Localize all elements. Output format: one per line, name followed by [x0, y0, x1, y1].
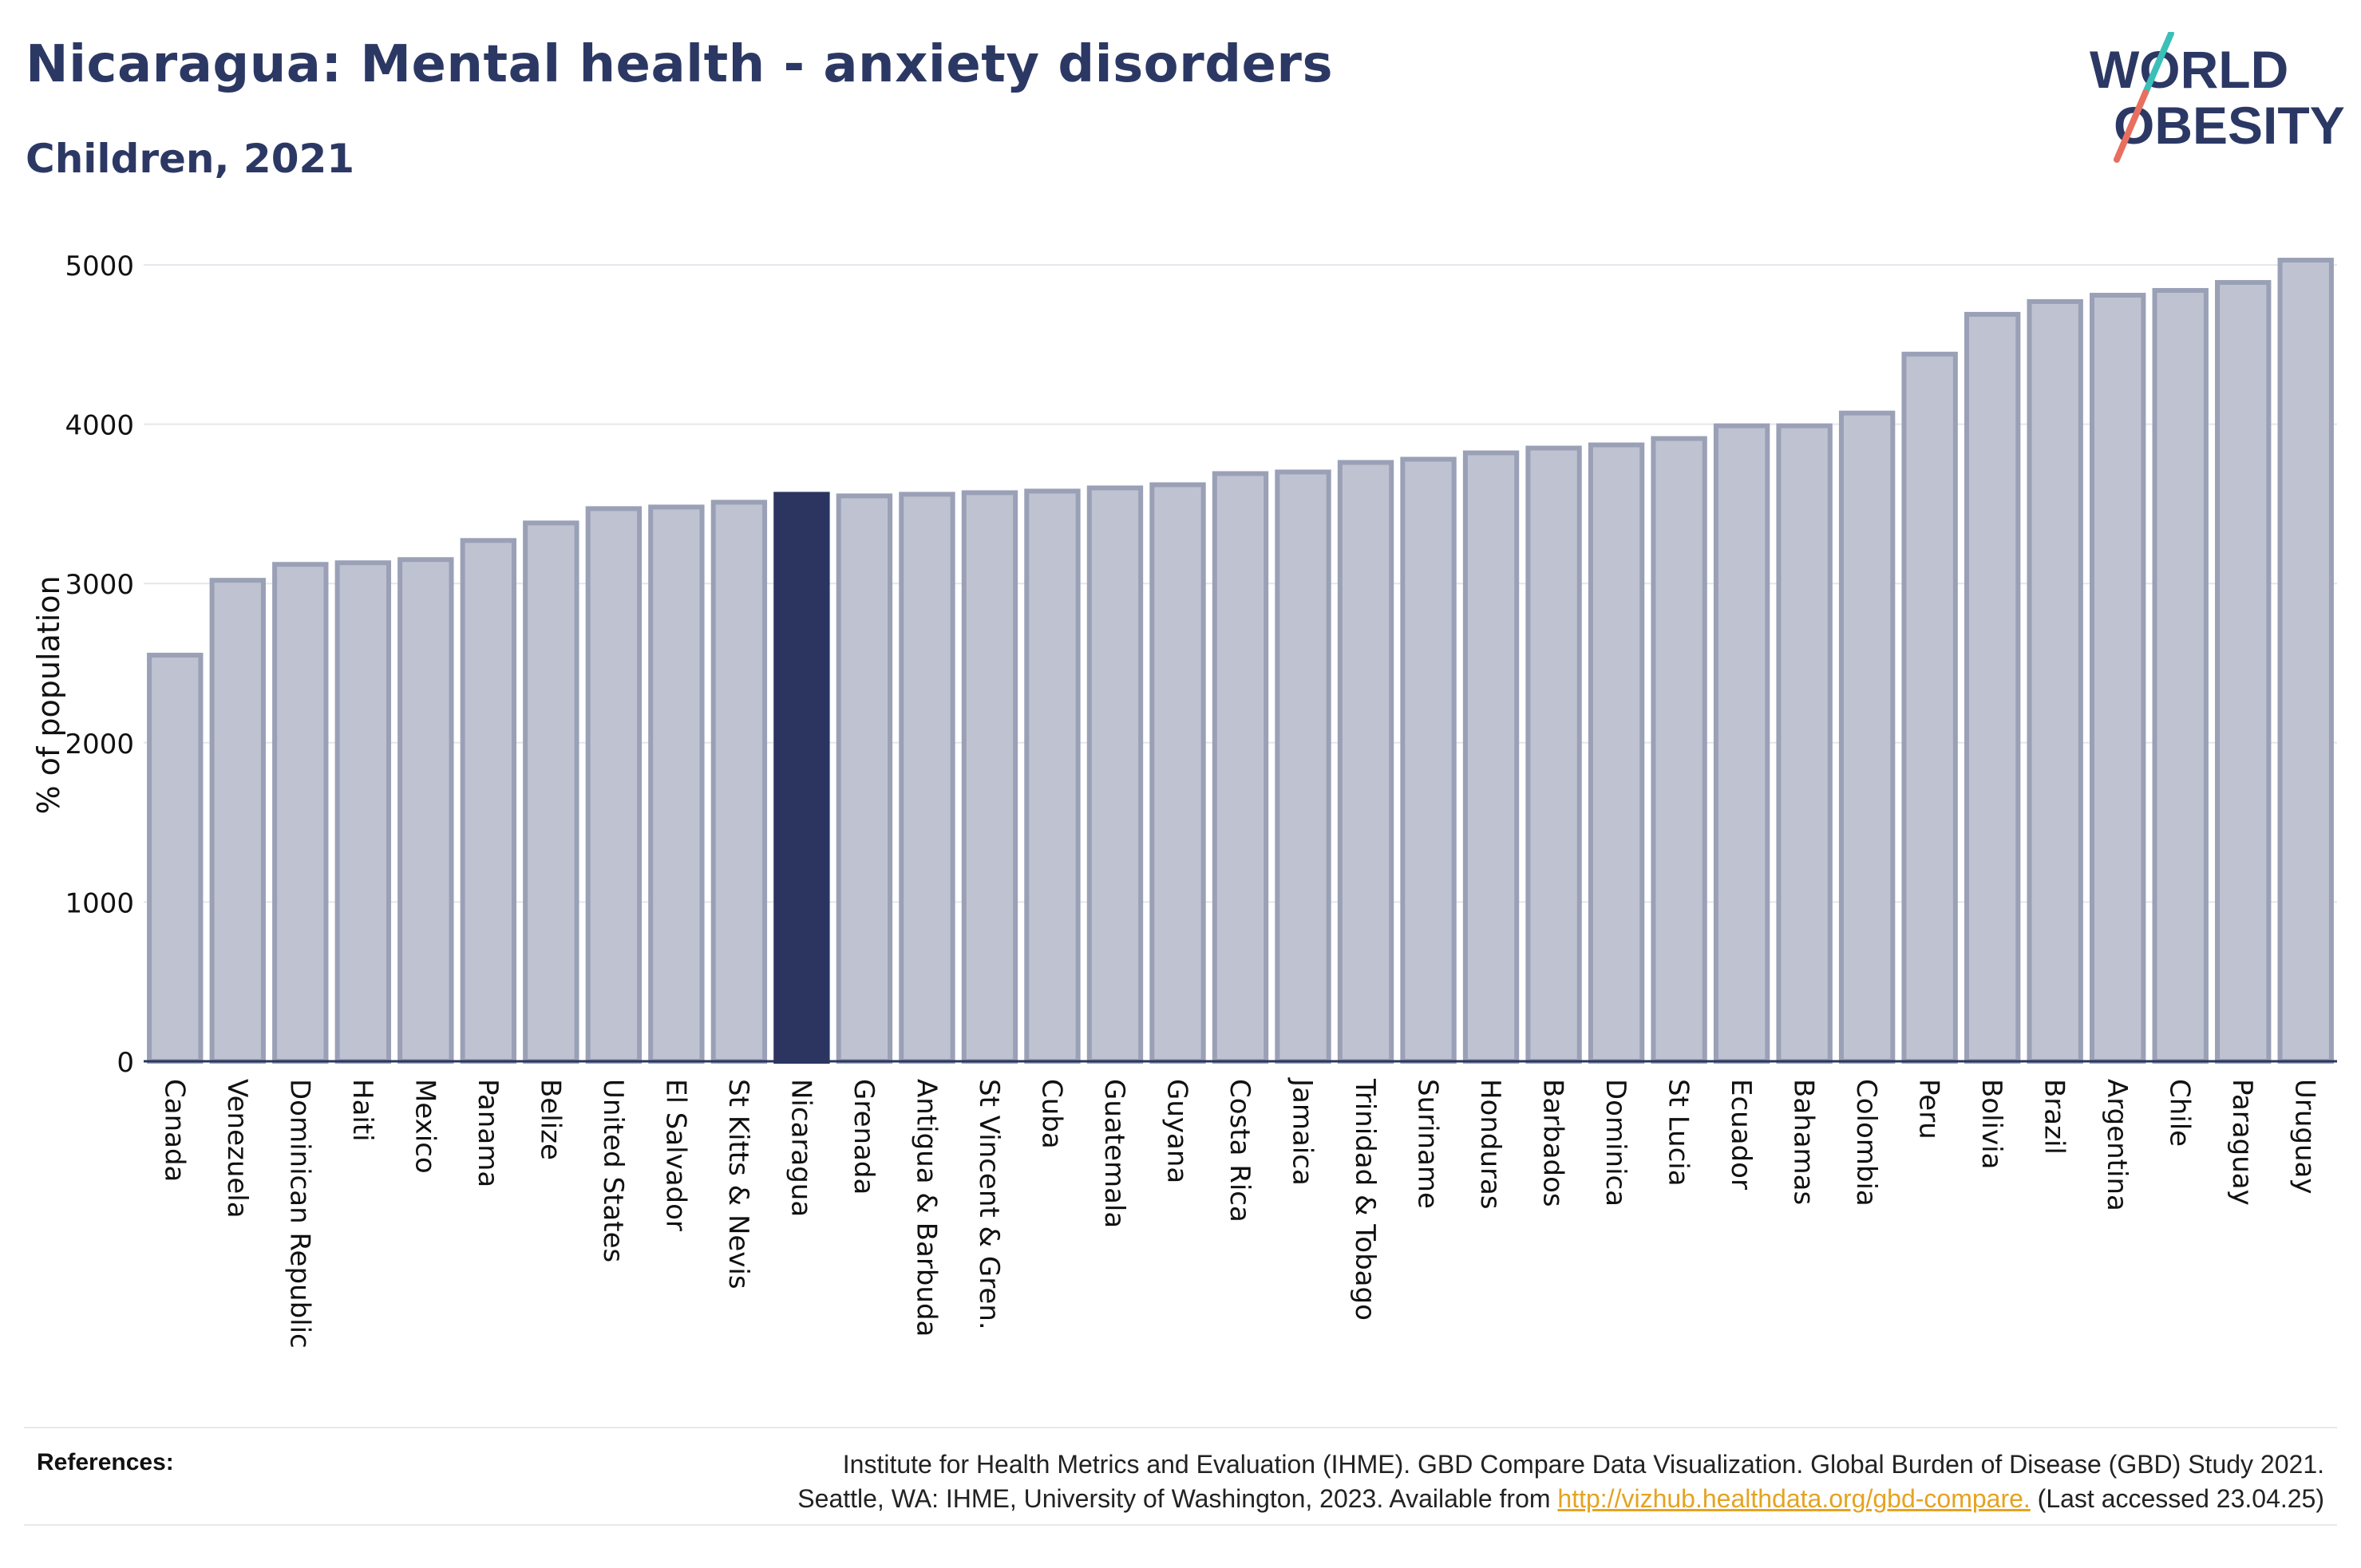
x-tick-label: Dominican Republic	[283, 1079, 315, 1349]
x-tick-label: Bolivia	[1975, 1079, 2007, 1169]
x-tick-label: Barbados	[1537, 1079, 1569, 1207]
bar	[1400, 456, 1457, 1064]
bar	[836, 493, 893, 1064]
y-tick-label: 4000	[65, 410, 134, 442]
bar	[1275, 469, 1331, 1064]
x-tick-label: Jamaica	[1287, 1077, 1319, 1186]
world-obesity-logo: WORLD OBESITY	[2090, 32, 2345, 163]
bar	[1838, 410, 1896, 1064]
y-tick-label: 5000	[65, 251, 134, 282]
x-tick-label: Haiti	[346, 1079, 378, 1142]
bar	[2152, 287, 2209, 1064]
bars	[147, 258, 2334, 1064]
x-tick-label: Brazil	[2039, 1079, 2070, 1155]
logo-line2: OBESITY	[2114, 96, 2345, 155]
references-line2-prefix: Seattle, WA: IHME, University of Washing…	[797, 1484, 1558, 1514]
bar	[648, 504, 705, 1064]
logo-coral-slash	[2114, 89, 2149, 163]
bar	[2027, 298, 2083, 1064]
x-tick-label: Chile	[2164, 1079, 2196, 1147]
x-tick-label: St Kitts & Nevis	[722, 1079, 754, 1290]
bar-highlighted	[773, 492, 830, 1064]
bar	[460, 538, 517, 1064]
x-tick-label: Paraguay	[2226, 1079, 2258, 1206]
bar	[585, 506, 643, 1064]
bar	[2090, 292, 2146, 1064]
x-tick-label: Belize	[534, 1079, 566, 1160]
bar	[1212, 471, 1269, 1064]
x-tick-label: Peru	[1913, 1079, 1945, 1139]
bar	[334, 560, 391, 1064]
bar	[1588, 442, 1645, 1064]
x-tick-label: Mexico	[409, 1079, 441, 1174]
x-tick-label: Cuba	[1035, 1079, 1067, 1149]
bar	[1651, 436, 1707, 1064]
y-axis-label: % of population	[31, 575, 66, 814]
x-tick-label: St Lucia	[1663, 1079, 1695, 1187]
y-tick-label: 1000	[65, 887, 134, 919]
bar	[1713, 423, 1770, 1064]
bar	[1901, 351, 1958, 1064]
x-tick-label: Antigua & Barbuda	[910, 1079, 942, 1337]
bar	[1776, 423, 1833, 1064]
x-tick-label: Nicaragua	[785, 1079, 817, 1217]
bar	[710, 500, 768, 1064]
x-tick-label: Trinidad & Tobago	[1349, 1078, 1381, 1321]
chart-subtitle: Children, 2021	[26, 136, 355, 182]
bar	[1149, 482, 1206, 1064]
bar	[147, 653, 204, 1064]
references-panel: References: Institute for Health Metrics…	[24, 1427, 2337, 1526]
chart-title: Nicaragua: Mental health - anxiety disor…	[26, 35, 1334, 94]
y-tick-label: 0	[117, 1047, 134, 1079]
bar	[1024, 488, 1081, 1064]
x-tick-label: Panama	[472, 1079, 504, 1187]
y-tick-label: 3000	[65, 569, 134, 601]
bar	[961, 490, 1018, 1064]
bar	[1462, 450, 1520, 1064]
references-label: References:	[37, 1449, 174, 1475]
bar	[523, 520, 579, 1064]
x-tick-label: Guatemala	[1098, 1079, 1130, 1228]
bar	[1337, 460, 1394, 1064]
y-tick-label: 2000	[65, 729, 134, 760]
bar	[397, 557, 454, 1064]
bar	[209, 578, 266, 1064]
x-tick-label: United States	[597, 1079, 629, 1262]
x-tick-label: Uruguay	[2289, 1079, 2321, 1195]
bar	[1964, 311, 2021, 1064]
x-tick-label: El Salvador	[659, 1079, 691, 1231]
bar	[1525, 445, 1582, 1064]
x-tick-label: Grenada	[848, 1079, 880, 1195]
x-tick-label: Venezuela	[221, 1079, 253, 1218]
x-tick-label: Ecuador	[1725, 1079, 1757, 1190]
x-tick-label: Honduras	[1474, 1079, 1506, 1210]
y-axis-ticks: 0 1000 2000 3000 4000 5000	[65, 251, 134, 1079]
bar	[2215, 279, 2272, 1064]
logo-line1: WORLD	[2090, 40, 2288, 99]
bar	[1086, 485, 1144, 1064]
references-link[interactable]: http://vizhub.healthdata.org/gbd-compare…	[1557, 1484, 2031, 1514]
bar	[272, 562, 329, 1064]
x-tick-label: St Vincent & Gren.	[973, 1079, 1005, 1330]
bar	[2277, 258, 2334, 1064]
x-tick-label: Costa Rica	[1224, 1079, 1256, 1222]
x-tick-label: Suriname	[1412, 1079, 1444, 1209]
references-line2-suffix: (Last accessed 23.04.25)	[2030, 1484, 2324, 1514]
logo-teal-slash	[2142, 32, 2174, 96]
bar-chart: 0 1000 2000 3000 4000 5000 Canada Venezuela Dom…	[31, 251, 2337, 1349]
x-tick-label: Argentina	[2101, 1079, 2133, 1211]
x-tick-label: Guyana	[1161, 1079, 1192, 1183]
x-axis-ticks: Canada Venezuela Dominican Republic Haiti Me…	[158, 1077, 2320, 1349]
x-tick-label: Bahamas	[1788, 1079, 1820, 1205]
references-line1: Institute for Health Metrics and Evaluat…	[842, 1450, 2324, 1479]
x-tick-label: Colombia	[1850, 1079, 1882, 1207]
x-tick-label: Dominica	[1600, 1079, 1631, 1207]
references-text: Institute for Health Metrics and Evaluat…	[797, 1448, 2324, 1516]
x-tick-label: Canada	[158, 1079, 190, 1182]
bar	[899, 492, 955, 1064]
